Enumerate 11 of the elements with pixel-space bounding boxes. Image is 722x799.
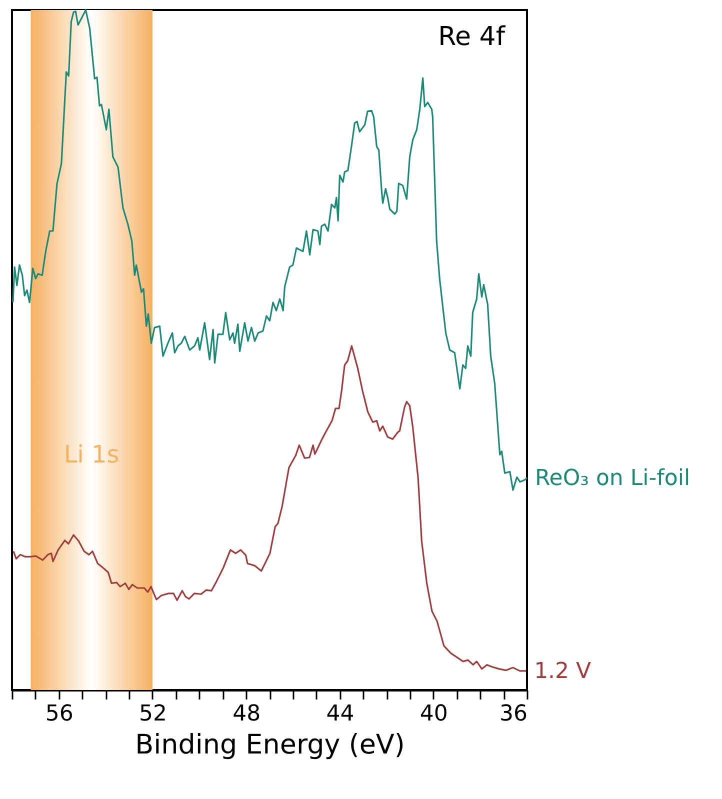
band-label: Li 1s <box>64 440 120 468</box>
x-tick-label: 52 <box>138 702 167 726</box>
x-tick-label: 40 <box>420 702 448 726</box>
x-tick-label: 56 <box>45 702 74 726</box>
x-tick-label: 48 <box>232 702 261 726</box>
x-axis-title: Binding Energy (eV) <box>135 730 405 760</box>
series-label: 1.2 V <box>534 658 592 684</box>
series-label: ReO₃ on Li-foil <box>535 466 690 491</box>
x-tick-label: 36 <box>500 702 528 726</box>
annotation: Re 4f <box>438 22 506 52</box>
x-tick-label: 44 <box>326 702 354 726</box>
